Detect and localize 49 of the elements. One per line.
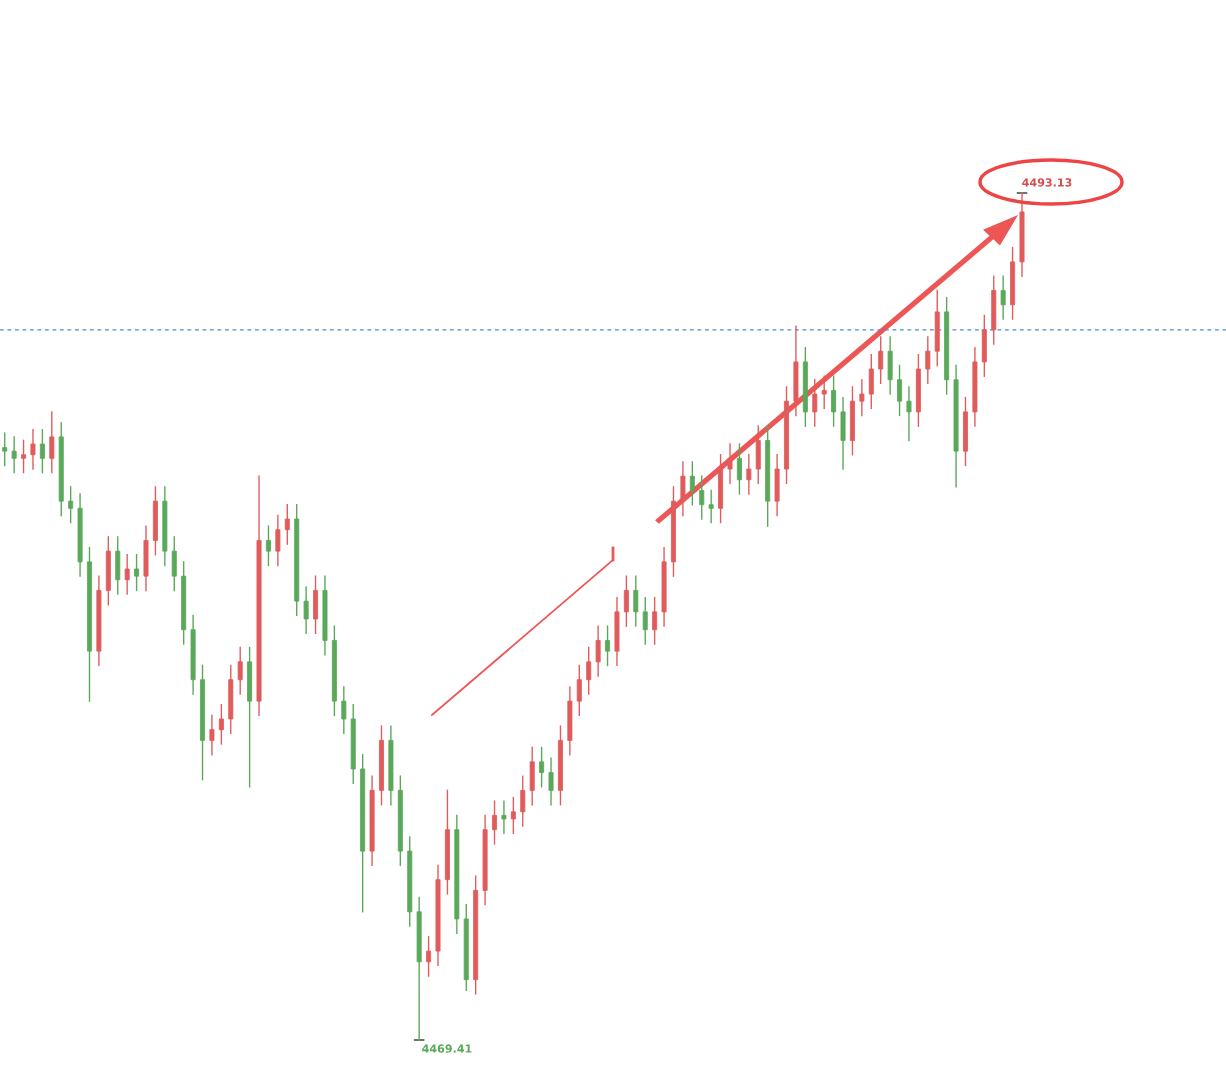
candlestick — [68, 486, 74, 524]
text: 4493.13 — [1022, 178, 1072, 187]
candlestick — [746, 454, 752, 495]
candlestick — [878, 336, 884, 385]
candlestick — [510, 796, 516, 834]
candlestick — [2, 432, 8, 467]
candlestick — [426, 936, 432, 977]
candlestick — [736, 443, 742, 495]
candlestick — [652, 596, 658, 645]
candlestick — [124, 554, 130, 595]
candlestick — [539, 746, 545, 788]
candlestick — [30, 429, 36, 470]
candlestick — [897, 364, 903, 417]
candlestick — [586, 646, 592, 695]
candlestick — [520, 775, 526, 827]
candlestick — [284, 504, 290, 545]
candlestick — [275, 514, 281, 567]
candlestick — [1000, 275, 1006, 320]
candlestick — [708, 489, 714, 524]
candlestick — [906, 386, 912, 442]
candlestick — [689, 461, 695, 506]
candlestick — [605, 625, 611, 667]
candlestick — [237, 646, 243, 695]
candlestick — [925, 336, 931, 385]
candlestick — [49, 411, 55, 474]
candlestick — [11, 436, 17, 474]
candlestick — [548, 757, 554, 806]
candlestick — [831, 375, 837, 427]
candlestick — [39, 429, 45, 474]
text: 4469.41 — [422, 1044, 472, 1053]
candlestick — [642, 596, 648, 645]
candlestick — [492, 800, 498, 845]
candlestick — [727, 443, 733, 485]
candlestick — [209, 714, 215, 756]
candlestick — [303, 586, 309, 634]
candlestick — [501, 800, 507, 834]
candlestick — [21, 439, 27, 474]
candlestick — [859, 379, 865, 417]
candlestick — [595, 625, 601, 677]
candlestick — [812, 379, 818, 427]
candlestick — [218, 704, 224, 745]
candlestick — [699, 475, 705, 520]
candlestick — [134, 554, 140, 592]
candlestick — [821, 375, 827, 410]
candlestick — [576, 664, 582, 717]
candlestick — [633, 575, 639, 627]
candlestick — [623, 575, 629, 627]
candlestick — [341, 686, 347, 734]
candlestick — [265, 525, 271, 567]
